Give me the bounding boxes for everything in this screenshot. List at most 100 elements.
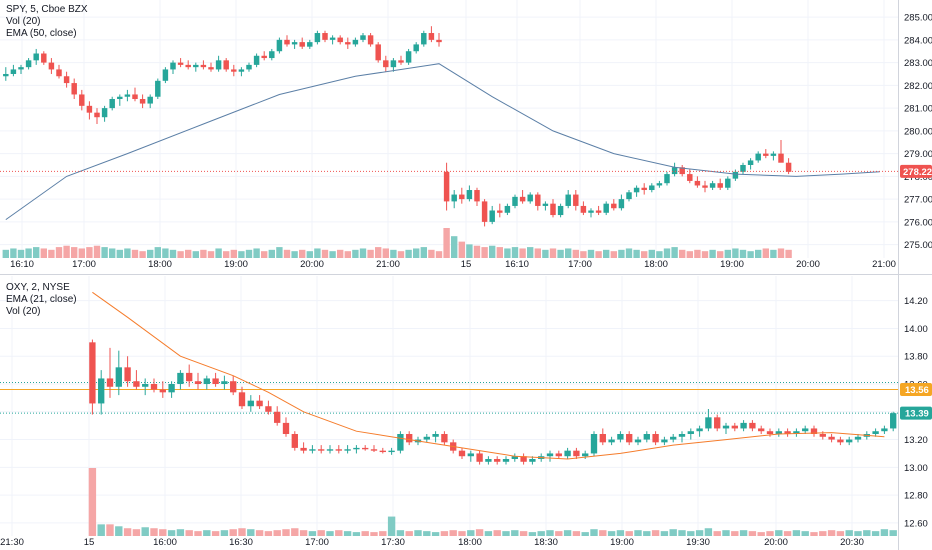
candle-body (890, 413, 897, 429)
candle-body (124, 94, 131, 97)
candle (307, 39, 313, 49)
candle-body (755, 153, 761, 161)
candle (41, 51, 47, 65)
spy-legend: SPY, 5, Cboe BZX Vol (20) EMA (50, close… (6, 4, 88, 39)
candle-body (397, 434, 404, 451)
volume-bar (770, 249, 777, 258)
volume-bar (599, 530, 607, 536)
candle (854, 434, 862, 443)
spy-time-axis[interactable]: 16:10 17:00 18:00 19:00 20:00 21:00 15 16:10 17:… (10, 259, 896, 270)
candle-body (33, 53, 39, 61)
volume-bar (625, 531, 633, 536)
time-tick-label: 16:10 (505, 259, 529, 270)
candle (722, 422, 730, 434)
volume-bar (273, 530, 281, 536)
oxy-hline-tag: 13.56 (900, 383, 932, 397)
volume-bar (283, 249, 291, 258)
candle (555, 450, 562, 459)
volume-bar (238, 528, 246, 536)
candle-body (177, 62, 184, 65)
price-tick-label: 282.00 (904, 81, 932, 92)
candle (203, 375, 210, 390)
candle-body (732, 171, 739, 179)
candle (810, 425, 818, 437)
volume-bar (679, 249, 686, 258)
candle-body (633, 187, 640, 193)
volume-bar (131, 249, 139, 258)
candle-body (535, 194, 541, 206)
candle (265, 400, 272, 415)
volume-bar (587, 249, 595, 258)
candle (375, 42, 381, 63)
volume-bar (71, 247, 78, 258)
candle-body (758, 428, 765, 432)
volume-bar (724, 249, 731, 258)
volume-bar (528, 532, 537, 536)
candle-body (649, 185, 655, 191)
candle (115, 350, 122, 396)
volume-bar (326, 531, 334, 536)
volume-bar (431, 532, 440, 536)
candle-body (687, 174, 693, 181)
candle-body (71, 83, 77, 95)
volume-bar (211, 531, 220, 536)
candle (423, 434, 430, 443)
volume-bar (739, 249, 747, 258)
spy-price-axis[interactable]: 285.00 284.00 283.00 282.00 281.00 280.00 279.… (904, 13, 932, 252)
candle (694, 176, 701, 188)
volume-bar (527, 247, 534, 258)
candle-body (731, 425, 738, 429)
candle-body (115, 367, 122, 387)
candle-body (661, 439, 668, 443)
candle-body (117, 96, 123, 100)
volume-bar (97, 524, 105, 536)
candle (155, 78, 161, 100)
volume-bar (458, 531, 466, 536)
volume-bar (291, 528, 299, 536)
candle-body (702, 185, 708, 188)
spy-last-price-tag-bg (900, 164, 932, 178)
candle-body (670, 436, 677, 440)
volume-bar (124, 248, 131, 258)
volume-bar (534, 248, 541, 258)
candle-body (345, 42, 351, 45)
price-tick-label: 14.20 (904, 296, 928, 307)
candle (512, 194, 518, 209)
candle-body (618, 199, 625, 209)
candle (159, 381, 166, 398)
candle-body (367, 35, 374, 45)
oxy-time-axis[interactable]: 21:30 15 16:00 16:30 17:00 17:30 18:00 18:30 19:… (0, 537, 864, 548)
volume-bar (282, 529, 290, 536)
candle-body (599, 434, 606, 443)
candle-body (326, 449, 334, 451)
candle-body (603, 203, 609, 213)
candle (269, 48, 275, 61)
volume-bar (549, 248, 557, 258)
candle (687, 169, 693, 184)
candle (162, 67, 169, 84)
volume-bar (63, 245, 70, 258)
volume-bar (557, 249, 564, 258)
candle-body (652, 434, 659, 443)
candle (397, 431, 404, 454)
volume-bar (709, 249, 716, 258)
candle (573, 447, 580, 459)
time-tick-label: 19:00 (720, 259, 744, 270)
volume-bar (871, 531, 880, 536)
candle-body (256, 400, 263, 407)
volume-bar (783, 531, 792, 536)
volume-bar (678, 530, 686, 536)
volume-bar (123, 528, 132, 536)
volume-bar (713, 531, 721, 536)
volume-bar (139, 251, 146, 258)
candle-body (18, 67, 24, 70)
volume-bar (671, 247, 678, 258)
candle-body (337, 37, 343, 43)
candle-body (203, 378, 210, 384)
candle (641, 183, 647, 195)
candle-body (147, 96, 153, 104)
candle-body (98, 378, 105, 404)
volume-bar (845, 530, 853, 536)
time-tick-label: 17:00 (72, 259, 96, 270)
candle (740, 420, 747, 432)
